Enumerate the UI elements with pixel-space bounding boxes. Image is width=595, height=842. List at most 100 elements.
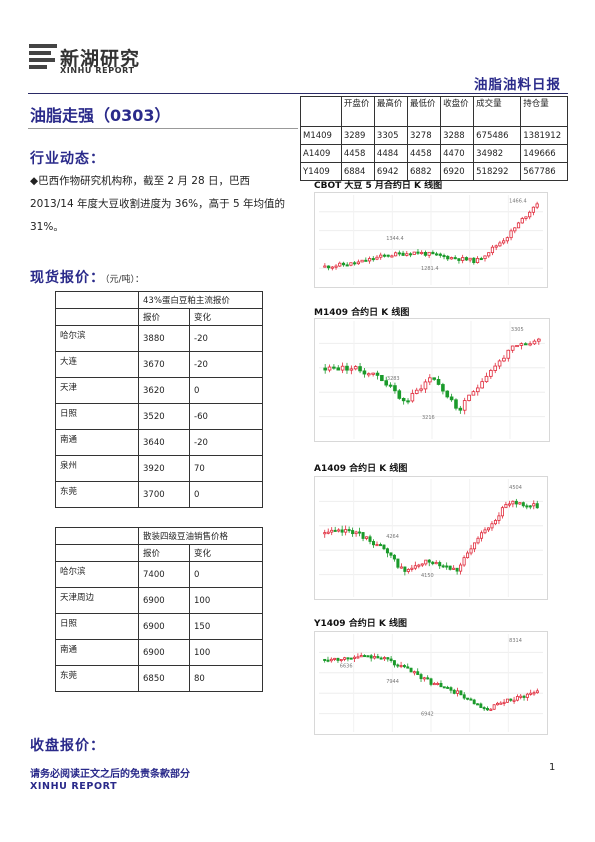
candle-body <box>458 407 463 411</box>
candle-body <box>462 557 466 566</box>
candle-body <box>495 702 499 706</box>
value-cell: 3278 <box>406 126 442 145</box>
candle-body <box>420 252 424 255</box>
candle-body <box>431 561 435 565</box>
candle-body <box>383 657 386 660</box>
spot-unit: （元/吨）： <box>105 275 145 285</box>
chart-price-label: 6636 <box>340 664 353 670</box>
candle-body <box>502 701 506 704</box>
candle-body <box>366 373 371 376</box>
report-type: 油脂油料日报 <box>474 77 561 93</box>
candle-body <box>330 529 334 533</box>
candle-body <box>483 529 487 534</box>
candle-body <box>494 245 498 248</box>
cell-city: 天津 <box>55 377 139 404</box>
candle-body <box>432 377 436 380</box>
header-cell: 最高价 <box>373 96 408 127</box>
candle-body <box>326 531 330 534</box>
candle-body <box>351 530 355 535</box>
a1409-kline-chart: 4504 4264 4150 <box>314 476 548 600</box>
candle-body <box>334 265 338 268</box>
candle-body <box>528 505 532 508</box>
candle-body <box>509 698 513 701</box>
value-cell: 6942 <box>373 162 408 181</box>
cell-change: 0 <box>189 377 263 404</box>
soymeal-price-table: 43%蛋白豆粕主流报价 报价 变化 哈尔滨 3880 -20 大连 3670 -20 天津 3… <box>55 291 263 508</box>
candle-body <box>360 259 364 263</box>
candle-body <box>486 527 490 531</box>
candle-body <box>385 548 389 554</box>
candle-body <box>424 559 428 565</box>
candle-body <box>337 529 341 532</box>
candle-body <box>416 251 420 254</box>
candle-body <box>363 655 367 658</box>
candle-body <box>462 694 466 699</box>
cell-change: 70 <box>189 455 263 482</box>
candle-body <box>371 258 375 261</box>
candle-body <box>406 666 410 669</box>
candle-body <box>420 563 424 566</box>
candle-body <box>466 552 470 559</box>
candle-body <box>379 254 383 258</box>
candle-body <box>515 345 519 348</box>
cell-change: -20 <box>189 429 263 456</box>
chart-price-label: 4504 <box>509 485 522 491</box>
table-row: 天津周边 6900 100 <box>55 587 263 614</box>
candle-body <box>346 657 350 660</box>
value-cell: 4484 <box>373 144 408 163</box>
candle-body <box>403 566 407 572</box>
value-cell: 6884 <box>340 162 375 181</box>
cell-price: 3700 <box>138 481 190 508</box>
candle-body <box>512 699 516 702</box>
candle-body <box>452 689 456 694</box>
value-cell: 3288 <box>440 126 475 145</box>
col-price: 报价 <box>138 544 190 562</box>
candle-body <box>361 532 365 539</box>
candle-body <box>401 398 406 402</box>
candle-body <box>459 564 463 572</box>
cell-price: 6900 <box>138 587 190 614</box>
candle-body <box>434 562 438 565</box>
candle-body <box>492 704 496 710</box>
candle-body <box>382 544 386 550</box>
candle-body <box>489 370 493 377</box>
col-change: 变化 <box>189 308 263 326</box>
candle-body <box>457 258 461 261</box>
candle-body <box>356 656 360 659</box>
candle-body <box>327 366 332 371</box>
candle-body <box>340 529 344 533</box>
soyoil-table-caption: 散装四级豆油销售价格 <box>138 527 263 545</box>
candle-body <box>535 690 539 694</box>
candle-body <box>497 515 501 521</box>
cell-price: 3920 <box>138 455 190 482</box>
cell-price: 3640 <box>138 429 190 456</box>
candle-body <box>502 240 506 244</box>
candle-body <box>479 703 483 708</box>
candle-body <box>339 658 343 661</box>
candle-body <box>464 257 468 261</box>
candle-body <box>445 565 449 568</box>
candle-body <box>326 659 330 662</box>
candle-body <box>380 374 384 382</box>
spot-heading: 现货报价：（元/吨）： <box>30 267 144 287</box>
candle-body <box>500 507 504 517</box>
table-row: 哈尔滨 7400 0 <box>55 561 263 588</box>
candle-body <box>329 658 333 662</box>
candle-body <box>388 384 393 387</box>
candle-body <box>333 529 337 532</box>
cell-city: 天津周边 <box>55 587 139 614</box>
cell-price: 3620 <box>138 377 190 404</box>
candle-body <box>510 345 515 351</box>
candle-body <box>406 400 410 403</box>
candle-body <box>516 222 521 229</box>
candle-body <box>518 502 522 505</box>
candle-body <box>372 541 376 546</box>
candle-body <box>525 505 529 508</box>
cell-change: -20 <box>189 325 263 352</box>
candle-body <box>442 686 446 689</box>
cell-city: 南通 <box>55 429 139 456</box>
candle-body <box>419 674 423 680</box>
chart-price-label: 6942 <box>421 712 434 718</box>
page-title: 油脂走强（0303） <box>30 106 171 125</box>
cell-price: 6850 <box>138 665 190 692</box>
